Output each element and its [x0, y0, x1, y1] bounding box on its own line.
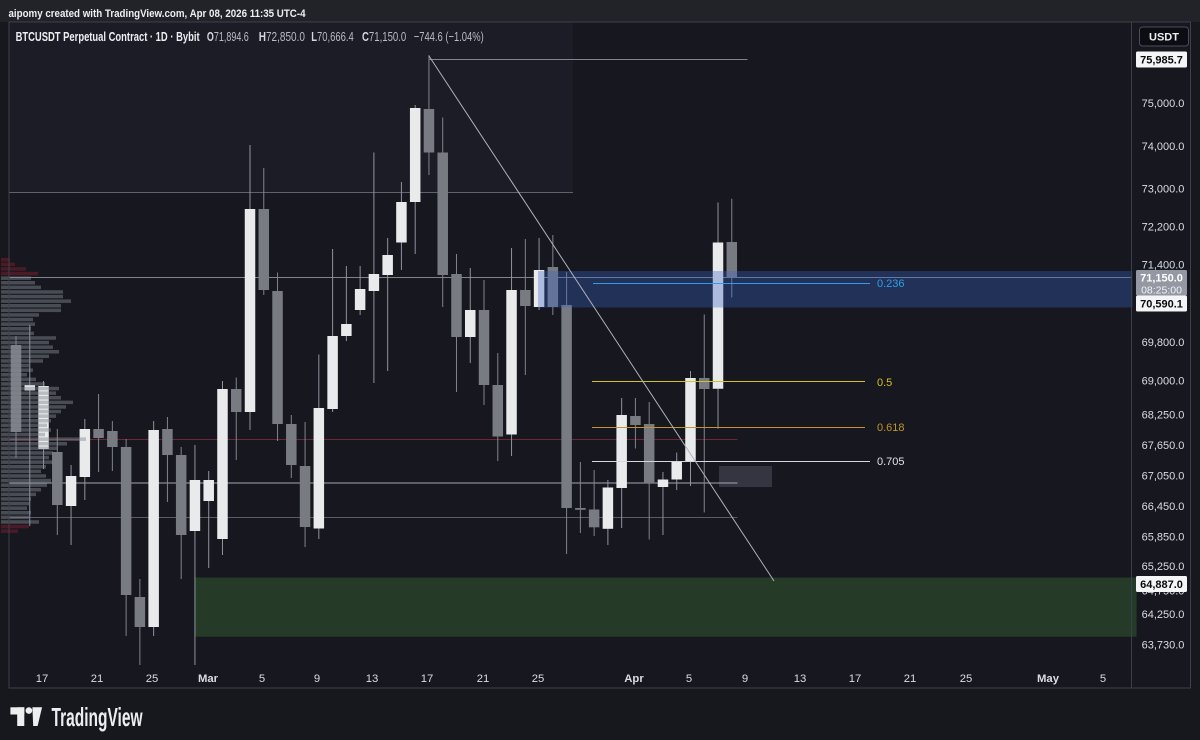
- svg-text:9: 9: [742, 673, 748, 685]
- svg-text:64,250.0: 64,250.0: [1142, 609, 1185, 621]
- svg-text:0.236: 0.236: [877, 278, 905, 290]
- svg-text:0.618: 0.618: [877, 422, 905, 434]
- svg-text:9: 9: [314, 673, 320, 685]
- svg-text:64,887.0: 64,887.0: [1140, 579, 1183, 591]
- svg-text:May: May: [1037, 673, 1060, 685]
- svg-text:5: 5: [1100, 673, 1106, 685]
- svg-text:17: 17: [849, 673, 862, 685]
- svg-text:17: 17: [421, 673, 434, 685]
- svg-text:67,050.0: 67,050.0: [1142, 471, 1185, 483]
- svg-text:68,250.0: 68,250.0: [1142, 410, 1185, 422]
- svg-text:66,450.0: 66,450.0: [1142, 501, 1185, 513]
- svg-text:69,000.0: 69,000.0: [1142, 376, 1185, 388]
- svg-text:C71,150.0: C71,150.0: [362, 29, 406, 44]
- svg-text:21: 21: [904, 673, 917, 685]
- svg-text:TradingView: TradingView: [52, 702, 143, 732]
- svg-text:BTCUSDT Perpetual Contract · 1: BTCUSDT Perpetual Contract · 1D · Bybit: [16, 29, 200, 44]
- svg-text:USDT: USDT: [1149, 32, 1179, 44]
- svg-text:13: 13: [794, 673, 807, 685]
- svg-text:75,000.0: 75,000.0: [1142, 98, 1185, 110]
- svg-text:21: 21: [91, 673, 104, 685]
- svg-text:−744.6 (−1.04%): −744.6 (−1.04%): [414, 29, 484, 44]
- svg-text:71,400.0: 71,400.0: [1142, 260, 1185, 272]
- svg-text:H72,850.0: H72,850.0: [259, 29, 305, 44]
- svg-text:25: 25: [532, 673, 545, 685]
- svg-text:63,730.0: 63,730.0: [1142, 640, 1185, 652]
- svg-text:aipomy created with TradingVie: aipomy created with TradingView.com, Apr…: [9, 8, 307, 20]
- svg-text:13: 13: [366, 673, 379, 685]
- svg-text:25: 25: [146, 673, 159, 685]
- svg-text:17: 17: [36, 673, 49, 685]
- svg-text:65,250.0: 65,250.0: [1142, 561, 1185, 573]
- svg-text:0.705: 0.705: [877, 456, 905, 468]
- svg-text:65,850.0: 65,850.0: [1142, 532, 1185, 544]
- svg-text:21: 21: [477, 673, 490, 685]
- svg-text:70,590.1: 70,590.1: [1140, 299, 1183, 311]
- svg-text:Apr: Apr: [624, 673, 644, 685]
- svg-text:Mar: Mar: [198, 673, 219, 685]
- svg-text:0.5: 0.5: [877, 377, 892, 389]
- svg-text:69,800.0: 69,800.0: [1142, 337, 1185, 349]
- svg-text:75,985.7: 75,985.7: [1140, 55, 1183, 67]
- svg-text:71,150.0: 71,150.0: [1140, 273, 1183, 285]
- svg-text:L70,666.4: L70,666.4: [311, 29, 354, 44]
- svg-text:5: 5: [686, 673, 692, 685]
- svg-text:5: 5: [259, 673, 265, 685]
- svg-text:72,200.0: 72,200.0: [1142, 222, 1185, 234]
- svg-text:25: 25: [960, 673, 973, 685]
- svg-text:74,000.0: 74,000.0: [1142, 141, 1185, 153]
- svg-text:67,650.0: 67,650.0: [1142, 440, 1185, 452]
- svg-text:73,000.0: 73,000.0: [1142, 184, 1185, 196]
- svg-text:O71,894.6: O71,894.6: [207, 29, 249, 44]
- svg-text:08:25:00: 08:25:00: [1141, 285, 1182, 297]
